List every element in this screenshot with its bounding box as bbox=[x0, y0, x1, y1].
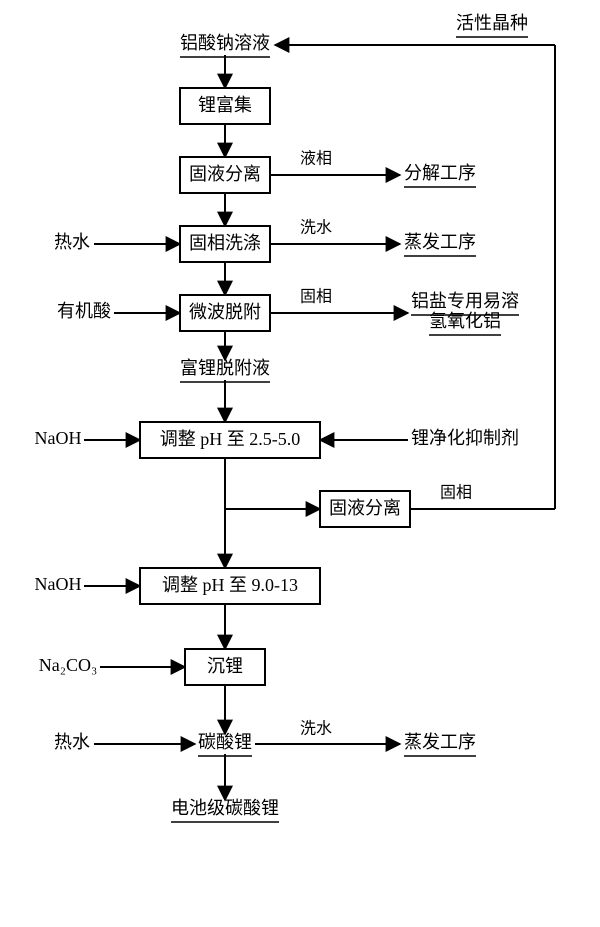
label-hot1: 热水 bbox=[54, 232, 90, 252]
label-li2co3: 碳酸锂 bbox=[198, 732, 252, 752]
label-naoh2: NaOH bbox=[35, 574, 82, 594]
label-washw: 洗水 bbox=[300, 219, 332, 237]
label-liq: 液相 bbox=[300, 150, 332, 168]
label-naoh1: NaOH bbox=[35, 428, 82, 448]
label-alsalt1: 铝盐专用易溶 bbox=[411, 291, 519, 311]
label-wash: 固相洗涤 bbox=[189, 233, 261, 253]
label-na2co3: Na₂CO₃ bbox=[39, 655, 98, 675]
label-hot2: 热水 bbox=[54, 732, 90, 752]
label-microw: 微波脱附 bbox=[189, 302, 261, 322]
label-evap1: 蒸发工序 bbox=[404, 232, 476, 252]
label-washw2: 洗水 bbox=[300, 720, 332, 738]
label-sep2: 固液分离 bbox=[329, 498, 401, 518]
label-sep1: 固液分离 bbox=[189, 164, 261, 184]
label-decomp: 分解工序 bbox=[404, 163, 476, 183]
label-src: 铝酸钠溶液 bbox=[180, 33, 270, 53]
label-final: 电池级碳酸锂 bbox=[171, 798, 279, 818]
label-richli: 富锂脱附液 bbox=[180, 358, 270, 378]
label-inhib: 锂净化抑制剂 bbox=[411, 428, 519, 448]
label-enrich: 锂富集 bbox=[198, 95, 252, 115]
label-ph2: 调整 pH 至 9.0-13 bbox=[162, 575, 298, 595]
label-ph1: 调整 pH 至 2.5-5.0 bbox=[160, 429, 301, 449]
label-precli: 沉锂 bbox=[207, 656, 243, 676]
label-evap2: 蒸发工序 bbox=[404, 732, 476, 752]
label-orgacid: 有机酸 bbox=[57, 301, 111, 321]
label-alsalt2: 氢氧化铝 bbox=[429, 311, 501, 331]
label-solid1: 固相 bbox=[300, 288, 332, 306]
label-seed: 活性晶种 bbox=[456, 13, 528, 33]
label-solid2: 固相 bbox=[440, 484, 472, 502]
